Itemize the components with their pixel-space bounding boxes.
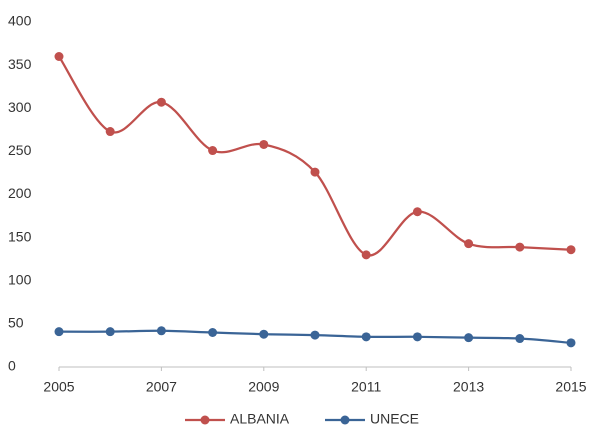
data-point (412, 207, 422, 217)
data-point (361, 250, 371, 260)
x-tick-label: 2013 (453, 379, 484, 395)
series-line (58, 55, 572, 257)
data-point (156, 97, 166, 107)
data-point (464, 239, 474, 249)
legend-marker (340, 415, 350, 425)
y-tick-label: 350 (8, 56, 32, 72)
data-point (54, 327, 64, 337)
data-point (464, 333, 474, 343)
legend-label: UNECE (370, 411, 419, 427)
y-tick-label: 150 (8, 228, 32, 244)
data-point (259, 139, 269, 149)
data-point (361, 332, 371, 342)
data-point (310, 330, 320, 340)
y-tick-label: 400 (8, 13, 32, 29)
x-tick-label: 2015 (555, 379, 586, 395)
data-point (54, 52, 64, 61)
data-point (310, 167, 320, 177)
data-point (105, 127, 115, 137)
x-tick-label: 2007 (146, 379, 177, 395)
data-point (515, 242, 525, 252)
y-tick-label: 300 (8, 99, 32, 115)
data-point (208, 328, 218, 337)
data-point (412, 332, 422, 342)
data-point (566, 338, 576, 348)
x-tick-label: 2005 (43, 379, 74, 395)
y-tick-label: 200 (8, 185, 32, 201)
data-point (105, 327, 115, 337)
x-tick-label: 2011 (351, 379, 381, 395)
data-point (156, 326, 166, 336)
data-point (208, 146, 218, 156)
data-point (566, 245, 576, 255)
y-tick-label: 100 (8, 271, 32, 287)
legend-label: ALBANIA (230, 411, 290, 427)
y-tick-label: 0 (8, 358, 16, 374)
data-point (259, 329, 269, 339)
legend-marker (200, 415, 210, 425)
y-tick-label: 250 (8, 142, 32, 158)
x-tick-label: 2009 (248, 379, 279, 395)
y-tick-label: 50 (8, 315, 24, 331)
data-point (515, 334, 525, 344)
